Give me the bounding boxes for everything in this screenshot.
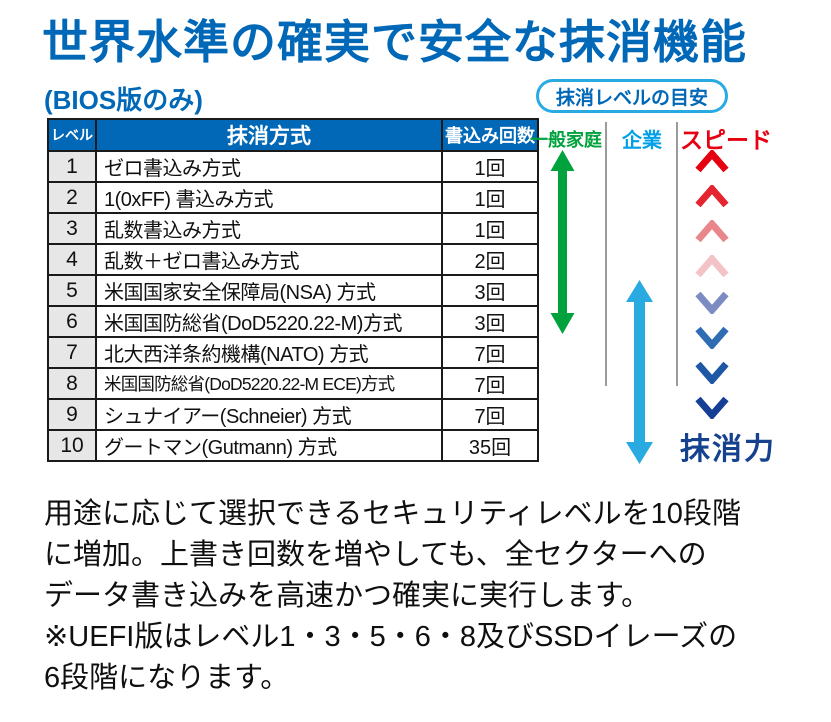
table-row: 2 1(0xFF) 書込み方式 1回 <box>47 181 539 214</box>
table-row: 6 米国国防総省(DoD5220.22-M)方式 3回 <box>47 305 539 338</box>
description-line: 6段階になります。 <box>44 662 290 694</box>
table-row: 10 グートマン(Gutmann) 方式 35回 <box>47 429 539 462</box>
table-header-row: レベル 抹消方式 書込み回数 <box>47 118 539 152</box>
method-cell: 乱数＋ゼロ書込み方式 <box>95 243 443 276</box>
speed-chevron-down-icon <box>695 326 729 349</box>
method-cell: 北大西洋条約機構(NATO) 方式 <box>95 336 443 369</box>
level-cell: 10 <box>47 429 97 462</box>
speed-chevron-down-icon <box>695 396 729 419</box>
level-cell: 7 <box>47 336 97 369</box>
count-cell: 2回 <box>441 243 539 276</box>
count-cell: 3回 <box>441 305 539 338</box>
erase-level-guide-label: 抹消レベルの目安 <box>555 87 708 109</box>
method-cell: 米国国防総省(DoD5220.22-M ECE)方式 <box>95 367 443 400</box>
method-cell: 乱数書込み方式 <box>95 212 443 245</box>
count-cell: 35回 <box>441 429 539 462</box>
count-cell: 7回 <box>441 367 539 400</box>
level-cell: 1 <box>47 150 97 183</box>
table-row: 4 乱数＋ゼロ書込み方式 2回 <box>47 243 539 276</box>
erase-methods-table: レベル 抹消方式 書込み回数 1 ゼロ書込み方式 1回 2 1(0xFF) 書込… <box>47 118 539 462</box>
method-cell: 1(0xFF) 書込み方式 <box>95 181 443 214</box>
speed-column-label: スピード <box>680 127 772 153</box>
count-cell: 3回 <box>441 274 539 307</box>
level-cell: 3 <box>47 212 97 245</box>
speed-chevron-up-icon <box>695 150 729 173</box>
bios-edition-note: (BIOS版のみ) <box>44 85 203 115</box>
level-cell: 9 <box>47 398 97 431</box>
speed-chevron-up-icon <box>695 220 729 243</box>
method-cell: シュナイアー(Schneier) 方式 <box>95 398 443 431</box>
count-cell: 1回 <box>441 150 539 183</box>
header-write-count: 書込み回数 <box>441 118 539 152</box>
household-column-label: 一般家庭 <box>530 130 602 150</box>
header-method: 抹消方式 <box>95 118 443 152</box>
level-cell: 2 <box>47 181 97 214</box>
table-row: 3 乱数書込み方式 1回 <box>47 212 539 245</box>
method-cell: ゼロ書込み方式 <box>95 150 443 183</box>
header-level: レベル <box>47 118 97 152</box>
speed-chevron-up-icon <box>695 255 729 278</box>
count-cell: 7回 <box>441 336 539 369</box>
level-cell: 8 <box>47 367 97 400</box>
table-row: 5 米国国家安全保障局(NSA) 方式 3回 <box>47 274 539 307</box>
level-cell: 5 <box>47 274 97 307</box>
count-cell: 1回 <box>441 212 539 245</box>
table-row: 7 北大西洋条約機構(NATO) 方式 7回 <box>47 336 539 369</box>
level-cell: 6 <box>47 305 97 338</box>
erase-level-guide-badge: 抹消レベルの目安 <box>536 79 728 113</box>
column-divider <box>605 122 607 386</box>
description-line: ※UEFI版はレベル1・3・5・6・8及びSSDイレーズの <box>44 621 738 653</box>
page-title: 世界水準の確実で安全な抹消機能 <box>42 16 747 68</box>
method-cell: 米国国家安全保障局(NSA) 方式 <box>95 274 443 307</box>
description-line: に増加。上書き回数を増やしても、全セクターへの <box>44 539 707 571</box>
erase-power-label: 抹消力 <box>680 433 776 466</box>
description-line: 用途に応じて選択できるセキュリティレベルを10段階 <box>44 498 741 530</box>
enterprise-column-label: 企業 <box>622 130 662 152</box>
description-line: データ書き込みを高速かつ確実に実行します。 <box>44 580 651 612</box>
table-row: 9 シュナイアー(Schneier) 方式 7回 <box>47 398 539 431</box>
enterprise-range-arrow-icon <box>626 280 653 464</box>
level-cell: 4 <box>47 243 97 276</box>
speed-chevron-down-icon <box>695 361 729 384</box>
table-row: 8 米国国防総省(DoD5220.22-M ECE)方式 7回 <box>47 367 539 400</box>
description-paragraph: 用途に応じて選択できるセキュリティレベルを10段階 に増加。上書き回数を増やして… <box>44 494 741 699</box>
column-divider <box>676 122 678 386</box>
speed-chevron-down-icon <box>695 291 729 314</box>
method-cell: 米国国防総省(DoD5220.22-M)方式 <box>95 305 443 338</box>
count-cell: 7回 <box>441 398 539 431</box>
table-row: 1 ゼロ書込み方式 1回 <box>47 150 539 183</box>
method-cell: グートマン(Gutmann) 方式 <box>95 429 443 462</box>
speed-chevron-up-icon <box>695 185 729 208</box>
household-range-arrow-icon <box>550 150 575 334</box>
count-cell: 1回 <box>441 181 539 214</box>
